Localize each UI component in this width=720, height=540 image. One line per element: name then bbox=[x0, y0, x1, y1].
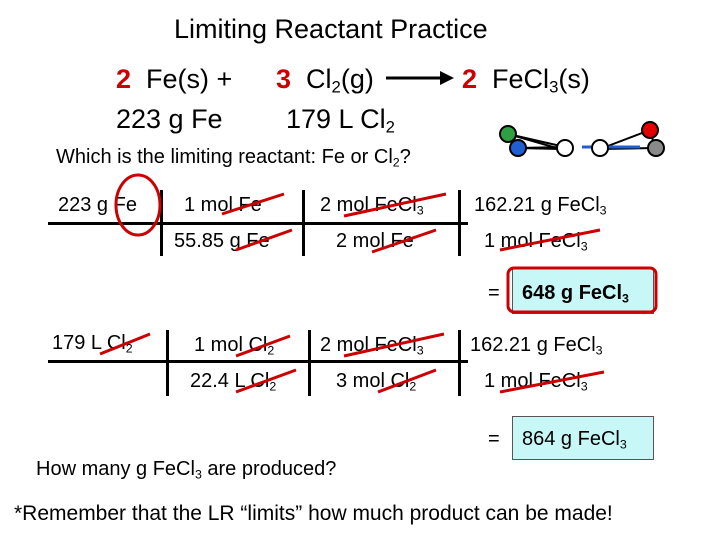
white-atom-icon bbox=[591, 139, 609, 157]
cancel-mark bbox=[343, 332, 445, 358]
page-title: Limiting Reactant Practice bbox=[174, 14, 488, 44]
green-atom-icon bbox=[499, 125, 517, 143]
coef-fecl3: 2 bbox=[462, 64, 478, 94]
cl2-divider bbox=[166, 330, 169, 396]
cancel-mark bbox=[499, 228, 601, 252]
cl2-divider bbox=[308, 330, 311, 396]
cancel-mark bbox=[343, 192, 447, 218]
cancel-mark bbox=[221, 192, 285, 216]
fe-divider bbox=[160, 190, 163, 256]
cl2-result: 864 g FeCl3 bbox=[522, 428, 627, 452]
red-atom-icon bbox=[641, 121, 659, 139]
equation-reactant-cl2: 3 Cl2(g) bbox=[276, 64, 374, 97]
cl2-factor3-num: 162.21 g FeCl3 bbox=[470, 334, 603, 358]
equation-reactant-fe: 2 Fe(s) + bbox=[116, 64, 232, 95]
cancel-mark bbox=[99, 332, 151, 356]
cl2-result-box bbox=[512, 416, 654, 460]
coef-fe: 2 bbox=[116, 64, 132, 94]
gray-atom-icon bbox=[647, 139, 665, 157]
fe-formula: Fe(s) + bbox=[146, 64, 233, 94]
cl2-start-value: 179 L Cl2 bbox=[52, 332, 133, 356]
fecl3-formula: FeCl3(s) bbox=[492, 64, 590, 97]
blue-atom-icon bbox=[509, 139, 527, 157]
question-limiting-reactant: Which is the limiting reactant: Fe or Cl… bbox=[56, 146, 411, 170]
cl2-divider bbox=[458, 330, 461, 396]
reminder-note: *Remember that the LR “limits” how much … bbox=[14, 502, 613, 525]
given-fe-mass: 223 g Fe bbox=[116, 104, 223, 134]
cl2-fraction-line bbox=[48, 360, 468, 363]
fe-result-box bbox=[512, 268, 654, 314]
question-grams-produced: How many g FeCl3 are produced? bbox=[36, 458, 337, 482]
given-cl2-volume: 179 L Cl2 bbox=[286, 104, 395, 137]
fe-fraction-line bbox=[48, 222, 468, 225]
cancel-mark bbox=[371, 228, 437, 254]
cancel-mark bbox=[235, 334, 291, 358]
cancel-mark bbox=[377, 368, 437, 394]
limiting-reactant-circle bbox=[114, 173, 162, 237]
fe-factor2-num: 2 mol FeCl3 bbox=[320, 194, 424, 218]
cancel-mark bbox=[499, 370, 605, 394]
fe-equals: = bbox=[488, 282, 500, 304]
fe-factor2-den: 2 mol Fe bbox=[336, 230, 414, 252]
equation-product-fecl3: 2 FeCl3(s) bbox=[462, 64, 590, 97]
fe-factor1-num: 1 mol Fe bbox=[184, 194, 262, 216]
cl2-formula: Cl2(g) bbox=[306, 64, 374, 97]
fe-divider bbox=[458, 190, 461, 256]
fe-result: 648 g FeCl3 bbox=[522, 282, 629, 306]
cl2-factor2-num: 2 mol FeCl3 bbox=[320, 334, 424, 358]
cl2-equals: = bbox=[488, 428, 500, 450]
cancel-mark bbox=[235, 368, 297, 394]
cl2-factor3-den: 1 mol FeCl3 bbox=[484, 370, 588, 394]
fe-result-highlight bbox=[506, 266, 658, 314]
fe-factor3-num: 162.21 g FeCl3 bbox=[474, 194, 607, 218]
fe-divider bbox=[302, 190, 305, 256]
coef-cl2: 3 bbox=[276, 64, 292, 94]
white-atom-icon bbox=[556, 139, 574, 157]
cancel-mark bbox=[235, 228, 293, 252]
fe-factor3-den: 1 mol FeCl3 bbox=[484, 230, 588, 254]
